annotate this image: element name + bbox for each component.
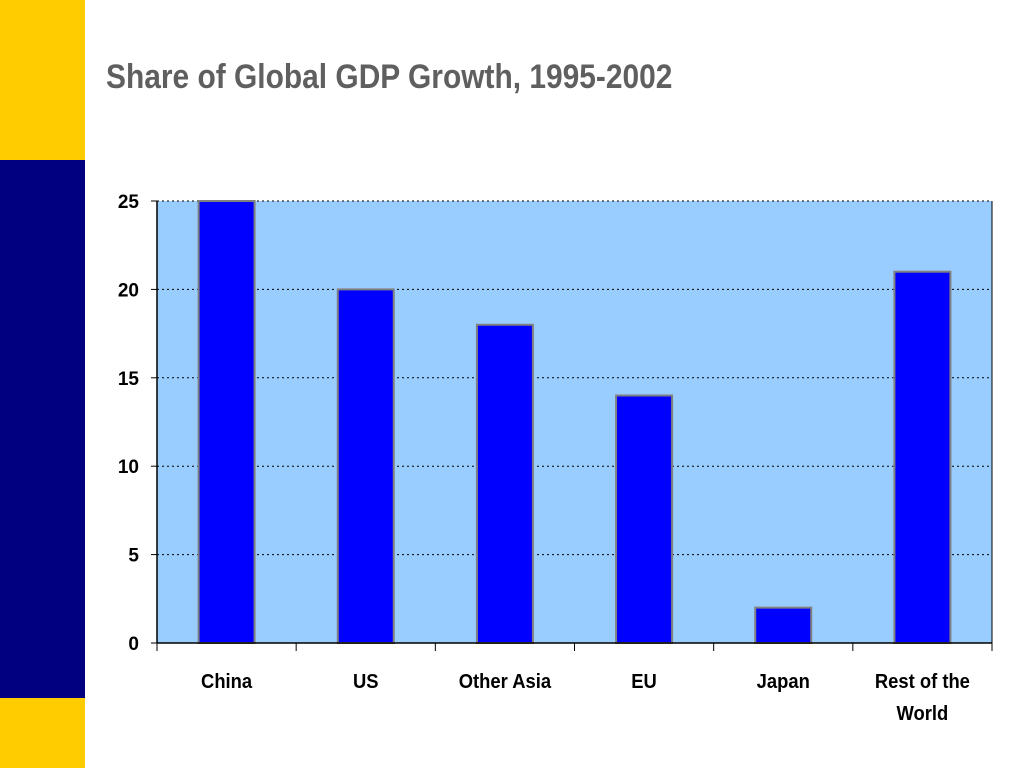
y-tick-label: 25 [118,192,140,213]
y-tick-label: 20 [118,280,139,301]
accent-bar-navy [0,160,85,698]
y-tick-label: 10 [118,457,139,478]
x-category-label: Other Asia [459,671,552,693]
slide-title: Share of Global GDP Growth, 1995-2002 [106,58,673,96]
accent-bar-yellow-top [0,0,85,160]
bar [336,288,395,644]
bar [615,394,674,645]
x-category-label: Japan [757,671,810,693]
accent-bar-yellow-bottom [0,698,85,768]
x-category-label: China [201,671,252,693]
plot-area [157,201,992,643]
bar [893,270,952,644]
bar [475,323,534,644]
x-category-label: EU [631,671,657,693]
y-tick-label: 15 [118,369,140,390]
x-category-label: World [897,703,949,725]
y-tick-label: 5 [128,546,139,567]
x-category-label: US [353,671,379,693]
bar [197,200,256,644]
bar [754,606,813,645]
x-category-label: Rest of the [875,671,970,693]
y-tick-label: 0 [128,634,139,655]
